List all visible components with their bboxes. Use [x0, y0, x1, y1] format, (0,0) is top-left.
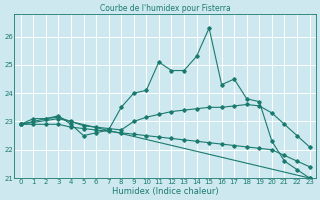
- Title: Courbe de l'humidex pour Fisterra: Courbe de l'humidex pour Fisterra: [100, 4, 230, 13]
- X-axis label: Humidex (Indice chaleur): Humidex (Indice chaleur): [112, 187, 219, 196]
